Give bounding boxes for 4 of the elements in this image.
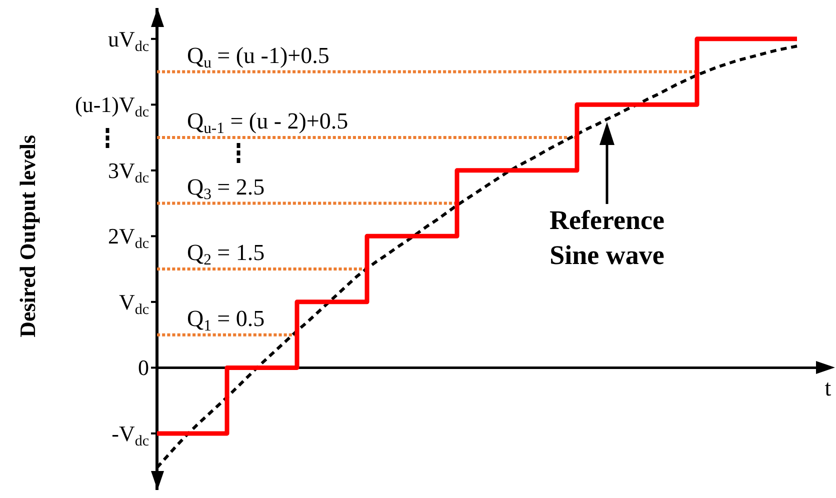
y-tick-label: 0 [138,355,149,380]
x-axis-title: t [824,376,832,401]
y-axis-title: Desired Output levels [15,134,40,338]
annotation: Reference Sine wave [550,205,664,270]
